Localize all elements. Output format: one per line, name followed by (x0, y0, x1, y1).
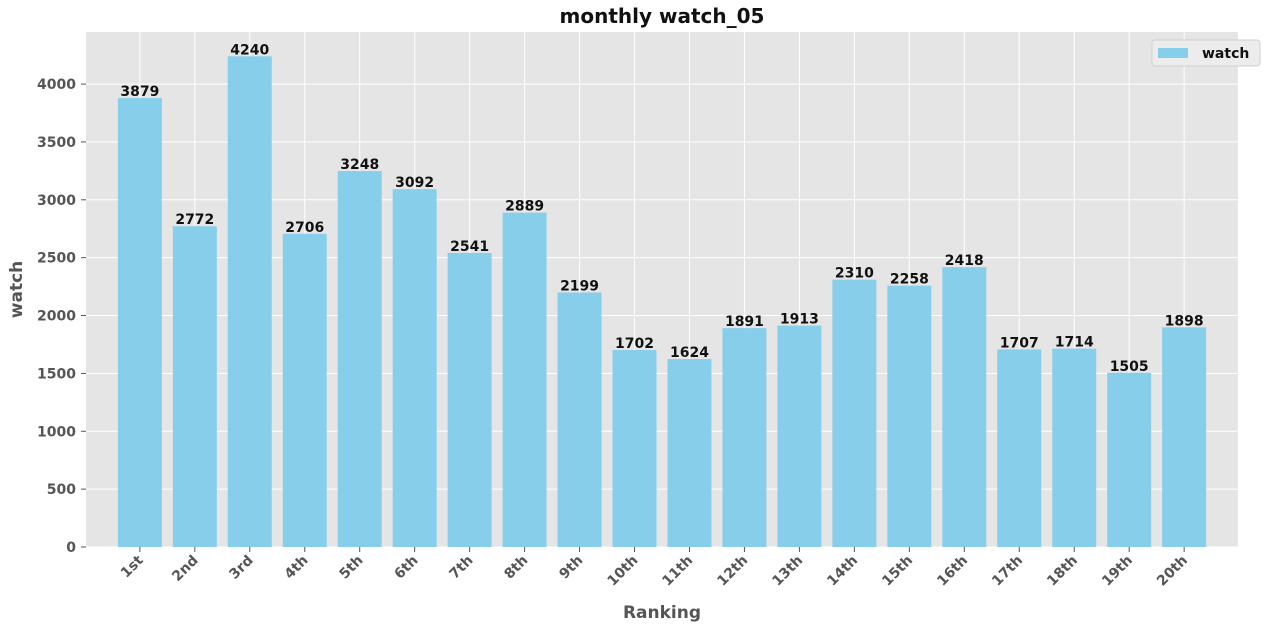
chart-title: monthly watch_05 (560, 4, 765, 28)
data-label-3rd: 4240 (230, 42, 269, 58)
data-label-7th: 2541 (450, 239, 489, 255)
x-tick-label: 17th (989, 553, 1026, 590)
data-label-2nd: 2772 (175, 212, 214, 228)
data-label-4th: 2706 (285, 220, 324, 236)
y-axis-ticks: 0 500 1000 1500 2000 2500 3000 3500 4000 (37, 77, 86, 556)
legend-label-watch: watch (1202, 46, 1249, 62)
bar-9th (557, 292, 602, 547)
bar-1st (117, 98, 162, 547)
x-tick-label: 9th (556, 553, 586, 583)
x-tick-label: 5th (337, 553, 367, 583)
x-tick-label: 16th (934, 553, 971, 590)
data-label-10th: 1702 (615, 336, 654, 352)
y-tick-label: 500 (47, 482, 76, 498)
y-tick-label: 1000 (37, 424, 76, 440)
x-tick-label: 12th (714, 553, 751, 590)
bar-3rd (227, 56, 272, 547)
y-tick-label: 3500 (37, 135, 76, 151)
x-tick-label: 20th (1154, 553, 1191, 590)
x-tick-label: 11th (659, 553, 696, 590)
y-tick-label: 3000 (37, 193, 76, 209)
data-label-9th: 2199 (560, 279, 599, 295)
x-axis-label: Ranking (623, 603, 701, 623)
x-tick-label: 1st (118, 552, 147, 581)
bar-6th (392, 189, 437, 547)
data-label-17th: 1707 (1000, 335, 1039, 351)
data-label-14th: 2310 (835, 266, 874, 282)
data-label-20th: 1898 (1165, 313, 1204, 329)
x-tick-label: 10th (604, 553, 641, 590)
y-tick-label: 2000 (37, 309, 76, 325)
y-axis-label: watch (7, 261, 27, 318)
y-tick-label: 2500 (37, 251, 76, 267)
data-label-15th: 2258 (890, 272, 929, 288)
bar-4th (282, 233, 327, 547)
data-label-8th: 2889 (505, 199, 544, 215)
x-tick-label: 2nd (169, 553, 201, 585)
bar-20th (1162, 327, 1207, 547)
data-label-6th: 3092 (395, 175, 434, 191)
bar-5th (337, 171, 382, 548)
bar-19th (1107, 372, 1152, 547)
data-label-16th: 2418 (945, 253, 984, 269)
bar-2nd (172, 226, 217, 548)
bar-11th (667, 359, 712, 547)
data-label-11th: 1624 (670, 345, 709, 361)
bar-12th (722, 328, 767, 547)
data-label-1st: 3879 (120, 84, 159, 100)
bar-8th (502, 212, 547, 547)
data-label-12th: 1891 (725, 314, 764, 330)
x-tick-label: 6th (392, 553, 422, 583)
bar-13th (777, 325, 822, 547)
x-tick-label: 15th (879, 553, 916, 590)
y-tick-label: 4000 (37, 77, 76, 93)
data-label-19th: 1505 (1110, 359, 1149, 375)
x-tick-label: 18th (1044, 553, 1081, 590)
bar-14th (832, 279, 877, 547)
data-label-5th: 3248 (340, 157, 379, 173)
bar-18th (1052, 348, 1097, 547)
x-tick-label: 7th (446, 553, 476, 583)
y-tick-label: 1500 (37, 366, 76, 382)
legend-box (1151, 39, 1261, 67)
data-label-18th: 1714 (1055, 335, 1094, 351)
data-labels: 3879 2772 4240 2706 3248 3092 2541 2889 2199 1702… (120, 42, 1203, 375)
legend: watch (1151, 39, 1261, 67)
bar-16th (942, 267, 987, 547)
legend-swatch-watch (1158, 48, 1188, 58)
bar-10th (612, 350, 657, 547)
x-tick-label: 19th (1099, 553, 1136, 590)
x-axis-ticks: 1st 2nd 3rd 4th 5th 6th 7th 8th 9th 10th 11th 12th 1… (118, 547, 1191, 589)
bars (117, 56, 1207, 548)
bar-7th (447, 252, 492, 548)
plot-area (86, 32, 1238, 547)
y-tick-label: 0 (66, 540, 76, 556)
bar-15th (887, 285, 932, 547)
x-tick-label: 8th (501, 553, 531, 583)
x-tick-label: 13th (769, 553, 806, 590)
x-tick-label: 4th (282, 553, 312, 583)
x-tick-label: 3rd (226, 553, 256, 583)
x-tick-label: 14th (824, 553, 861, 590)
bar-17th (997, 349, 1042, 547)
data-label-13th: 1913 (780, 312, 819, 328)
